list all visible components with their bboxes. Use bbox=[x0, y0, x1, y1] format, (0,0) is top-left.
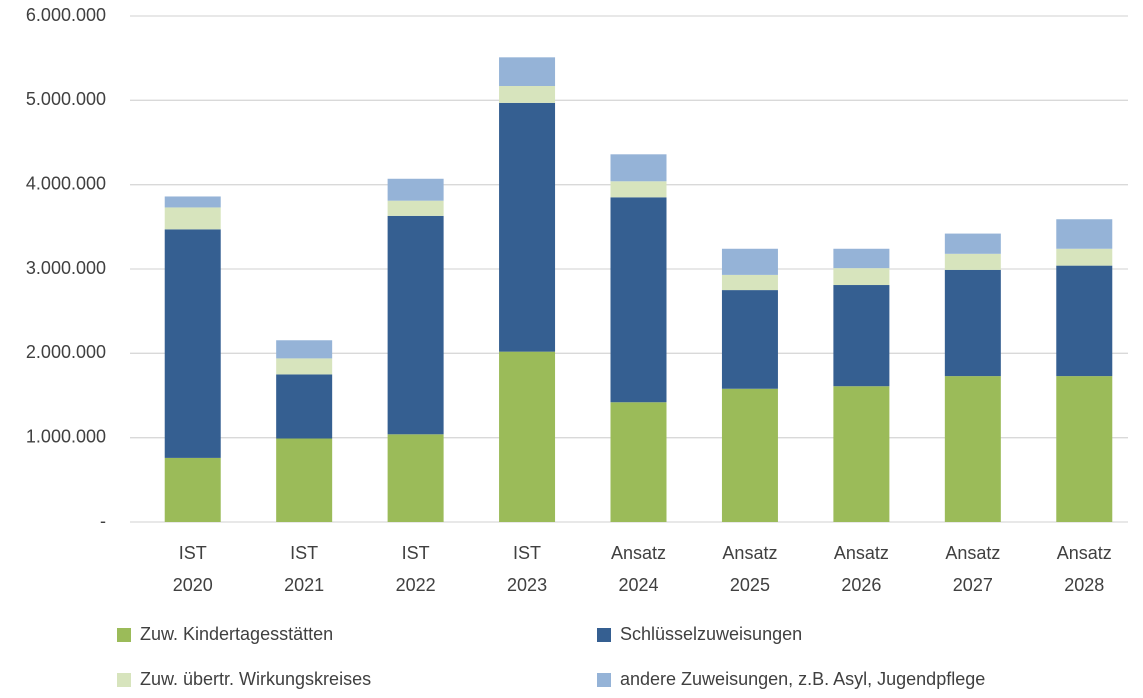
legend-swatch bbox=[597, 628, 611, 642]
legend-swatch bbox=[597, 673, 611, 687]
bar-segment bbox=[276, 374, 333, 439]
x-tick-label: IST 2021 bbox=[284, 543, 324, 595]
x-tick-label: IST 2022 bbox=[396, 543, 436, 595]
bar-segment bbox=[610, 154, 667, 182]
bar-segment bbox=[499, 57, 556, 86]
bar-segment bbox=[610, 197, 667, 403]
legend-swatch bbox=[117, 673, 131, 687]
x-tick-label: Ansatz 2024 bbox=[611, 543, 666, 595]
x-tick-label: IST 2020 bbox=[173, 543, 213, 595]
bar-segment bbox=[833, 248, 890, 269]
bar-segment bbox=[276, 340, 333, 359]
x-tick-label: Ansatz 2027 bbox=[945, 543, 1000, 595]
legend-label: Schlüsselzuweisungen bbox=[620, 624, 802, 644]
bar-segment bbox=[1056, 248, 1113, 266]
bar-segment bbox=[833, 285, 890, 387]
bar-segment bbox=[499, 351, 556, 522]
bar-segment bbox=[387, 200, 444, 216]
bar-segment bbox=[833, 386, 890, 522]
bar-segment bbox=[944, 269, 1001, 377]
y-tick-label: - bbox=[100, 511, 106, 531]
bar-segment bbox=[276, 358, 333, 375]
x-tick-label: Ansatz 2025 bbox=[722, 543, 777, 595]
bar-segment bbox=[164, 207, 221, 230]
bar-segment bbox=[387, 178, 444, 201]
bar-segment bbox=[164, 457, 221, 522]
legend-label: Zuw. übertr. Wirkungskreises bbox=[140, 669, 371, 689]
bar-segment bbox=[387, 215, 444, 435]
bar-segment bbox=[721, 388, 778, 522]
bar-segment bbox=[1056, 376, 1113, 522]
legend-label: Zuw. Kindertagesstätten bbox=[140, 624, 333, 644]
x-tick-label: IST 2023 bbox=[507, 543, 547, 595]
bar-segment bbox=[721, 248, 778, 275]
bar-segment bbox=[1056, 265, 1113, 377]
x-tick-label: Ansatz 2026 bbox=[834, 543, 889, 595]
bar-segment bbox=[499, 102, 556, 352]
y-tick-label: 3.000.000 bbox=[26, 258, 106, 278]
bar-segment bbox=[610, 402, 667, 522]
bar-segment bbox=[276, 438, 333, 522]
bar-segment bbox=[499, 85, 556, 103]
bar-segment bbox=[944, 233, 1001, 254]
bar-segment bbox=[164, 196, 221, 208]
bar-segment bbox=[610, 181, 667, 198]
bar-segment bbox=[944, 253, 1001, 270]
y-tick-label: 4.000.000 bbox=[26, 173, 106, 193]
y-tick-label: 6.000.000 bbox=[26, 5, 106, 25]
y-tick-label: 5.000.000 bbox=[26, 89, 106, 109]
legend-swatch bbox=[117, 628, 131, 642]
y-tick-label: 2.000.000 bbox=[26, 342, 106, 362]
y-tick-label: 1.000.000 bbox=[26, 426, 106, 446]
bar-segment bbox=[833, 268, 890, 286]
bar-segment bbox=[164, 229, 221, 458]
bar-segment bbox=[721, 274, 778, 291]
bar-segment bbox=[721, 290, 778, 389]
bar-segment bbox=[387, 434, 444, 522]
bar-segment bbox=[944, 376, 1001, 522]
x-tick-label: Ansatz 2028 bbox=[1057, 543, 1112, 595]
legend-label: andere Zuweisungen, z.B. Asyl, Jugendpfl… bbox=[620, 669, 985, 689]
bar-segment bbox=[1056, 219, 1113, 249]
